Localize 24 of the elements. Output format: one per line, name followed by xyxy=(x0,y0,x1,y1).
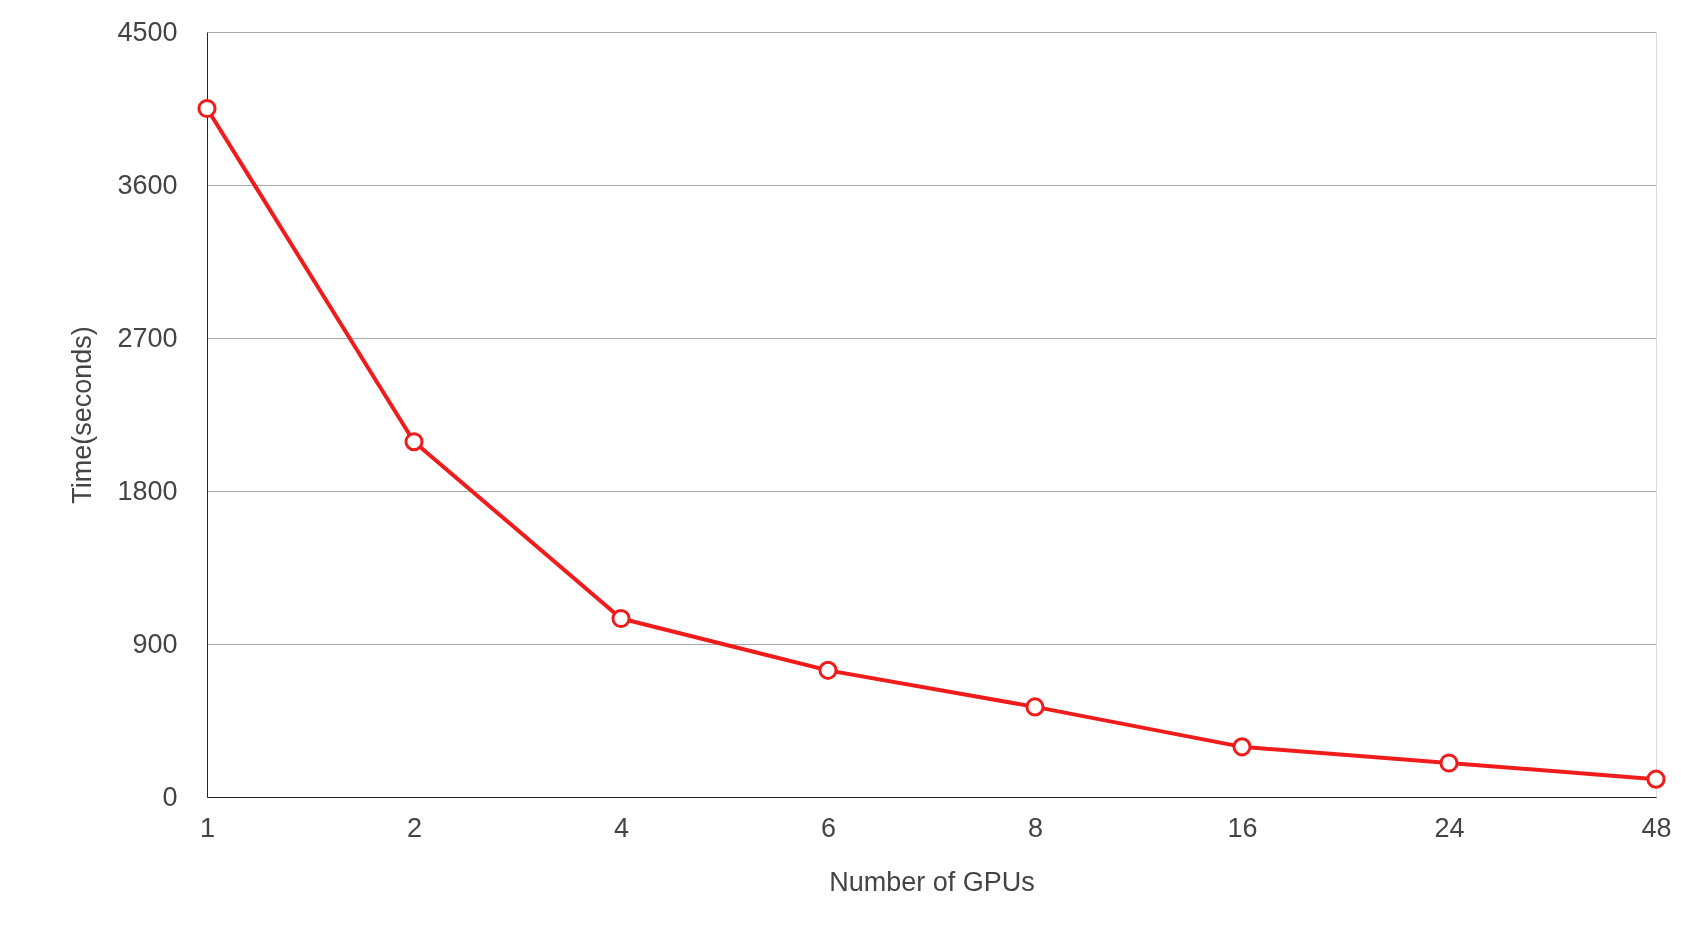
x-tick-label: 48 xyxy=(1641,812,1672,843)
x-tick-label: 24 xyxy=(1434,812,1465,843)
y-tick-label: 4500 xyxy=(117,16,178,47)
y-tick-label: 0 xyxy=(162,781,178,812)
y-axis-title: Time(seconds) xyxy=(67,326,98,504)
point xyxy=(404,432,424,452)
point xyxy=(1232,737,1252,757)
x-tick-label: 16 xyxy=(1227,812,1258,843)
point xyxy=(197,98,217,119)
point xyxy=(818,660,838,680)
x-tick-label: 4 xyxy=(613,812,630,843)
y-tick-label: 2700 xyxy=(117,322,178,353)
x-axis-title: Number of GPUs xyxy=(829,866,1035,897)
y-tick-label: 3600 xyxy=(117,169,178,200)
x-tick-label: 1 xyxy=(199,812,216,843)
x-tick-label: 2 xyxy=(406,812,423,843)
y-tick-label: 1800 xyxy=(117,475,178,506)
point xyxy=(1439,753,1459,773)
point xyxy=(611,608,631,629)
y-tick-label: 900 xyxy=(132,628,178,659)
x-tick-label: 8 xyxy=(1027,812,1044,843)
point xyxy=(1025,697,1045,717)
x-tick-label: 6 xyxy=(820,812,837,843)
point xyxy=(1646,769,1666,789)
